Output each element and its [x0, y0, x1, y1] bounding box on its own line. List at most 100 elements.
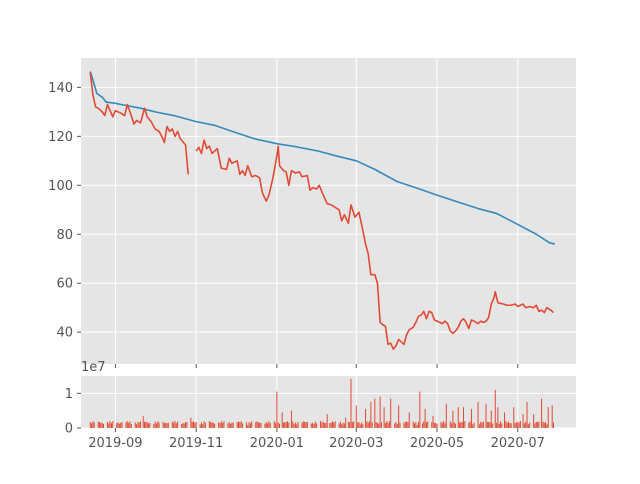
- volume-bar: [414, 423, 416, 428]
- volume-bar: [166, 423, 168, 428]
- volume-bar: [202, 424, 204, 428]
- volume-bar: [427, 421, 429, 428]
- volume-bar: [425, 422, 427, 428]
- volume-bar: [374, 398, 376, 428]
- volume-bar: [517, 421, 519, 428]
- volume-bar: [444, 423, 446, 428]
- volume-bar: [505, 421, 507, 428]
- volume-bar: [219, 423, 221, 428]
- volume-bar: [504, 412, 506, 428]
- volume-bar: [325, 423, 327, 428]
- volume-bar: [186, 422, 188, 428]
- volume-bar: [345, 417, 347, 428]
- volume-bar: [477, 402, 479, 428]
- volume-bar: [513, 407, 515, 428]
- volume-bar: [339, 421, 341, 428]
- volume-bar: [256, 421, 258, 428]
- volume-bar: [419, 391, 421, 428]
- volume-bar: [203, 421, 205, 428]
- volume-bar: [134, 422, 136, 428]
- volume-bar: [174, 421, 176, 428]
- volume-bar: [523, 423, 525, 428]
- volume-bar: [118, 423, 120, 428]
- volume-bar: [324, 423, 326, 428]
- volume-bar: [445, 403, 447, 428]
- volume-bar: [412, 421, 414, 428]
- volume-bar: [473, 422, 475, 428]
- volume-bar: [553, 422, 554, 428]
- volume-bar: [366, 421, 368, 428]
- volume-bar: [451, 423, 453, 428]
- volume-bar: [155, 423, 157, 428]
- volume-bar: [264, 423, 266, 428]
- volume-bar: [526, 402, 528, 428]
- volume-bar: [292, 421, 294, 428]
- volume-bar: [508, 421, 509, 428]
- volume-bar: [541, 398, 543, 428]
- volume-bar: [322, 421, 324, 428]
- volume-bar: [208, 421, 210, 428]
- volume-bar: [314, 421, 316, 428]
- volume-bar: [349, 422, 351, 428]
- volume-bar: [301, 422, 303, 428]
- volume-bar: [283, 422, 284, 428]
- volume-bar: [91, 423, 93, 428]
- volume-bar: [232, 422, 234, 428]
- volume-bar: [279, 423, 281, 428]
- volume-bar: [200, 422, 202, 428]
- volume-bar: [519, 421, 521, 428]
- volume-bar: [387, 423, 389, 428]
- volume-bar: [522, 414, 524, 428]
- volume-bar: [461, 422, 463, 428]
- volume-bar: [334, 421, 336, 428]
- volume-bar: [378, 423, 380, 428]
- volume-bar: [485, 403, 487, 428]
- volume-bar: [290, 410, 292, 428]
- volume-bar: [431, 422, 433, 428]
- volume-bar: [469, 421, 471, 428]
- volume-bar: [435, 422, 437, 428]
- volume-bar: [109, 421, 111, 428]
- volume-bar: [228, 421, 230, 428]
- volume-bar: [138, 422, 140, 428]
- volume-bar: [546, 424, 548, 428]
- volume-bar: [440, 421, 442, 428]
- volume-bar: [433, 422, 435, 428]
- volume-bar: [145, 422, 147, 428]
- volume-bar: [350, 378, 352, 428]
- volume-bar: [182, 422, 184, 428]
- volume-bar: [293, 424, 295, 428]
- volume-bar: [240, 421, 242, 428]
- volume-bar: [128, 422, 130, 428]
- volume-bar: [165, 423, 167, 428]
- volume-bar: [273, 421, 275, 428]
- volume-bar: [486, 421, 488, 428]
- volume-bar: [140, 421, 142, 428]
- volume-bar: [222, 423, 224, 428]
- volume-bar: [100, 422, 102, 428]
- volume-bar: [276, 391, 278, 428]
- volume-bar: [432, 415, 434, 428]
- volume-bar: [121, 422, 123, 428]
- volume-bar: [183, 423, 185, 428]
- volume-bar: [286, 421, 288, 428]
- y-tick-label: 140: [48, 81, 73, 96]
- volume-bar: [210, 422, 212, 428]
- y-tick-label: 100: [48, 179, 73, 194]
- volume-bar: [190, 417, 192, 428]
- volume-bar: [177, 421, 179, 428]
- volume-bar: [136, 424, 138, 428]
- volume-bar: [149, 422, 151, 428]
- volume-bar: [185, 421, 187, 428]
- volume-bar: [480, 421, 482, 428]
- volume-bar: [249, 423, 251, 428]
- volume-bar: [93, 422, 95, 428]
- y-tick-label: 60: [56, 277, 73, 292]
- volume-bar: [329, 422, 331, 428]
- volume-x-tick-label: 2019-09: [88, 436, 142, 451]
- volume-bar: [312, 422, 314, 428]
- volume-bar: [459, 422, 461, 428]
- volume-bar: [120, 422, 122, 428]
- volume-bar: [357, 422, 359, 428]
